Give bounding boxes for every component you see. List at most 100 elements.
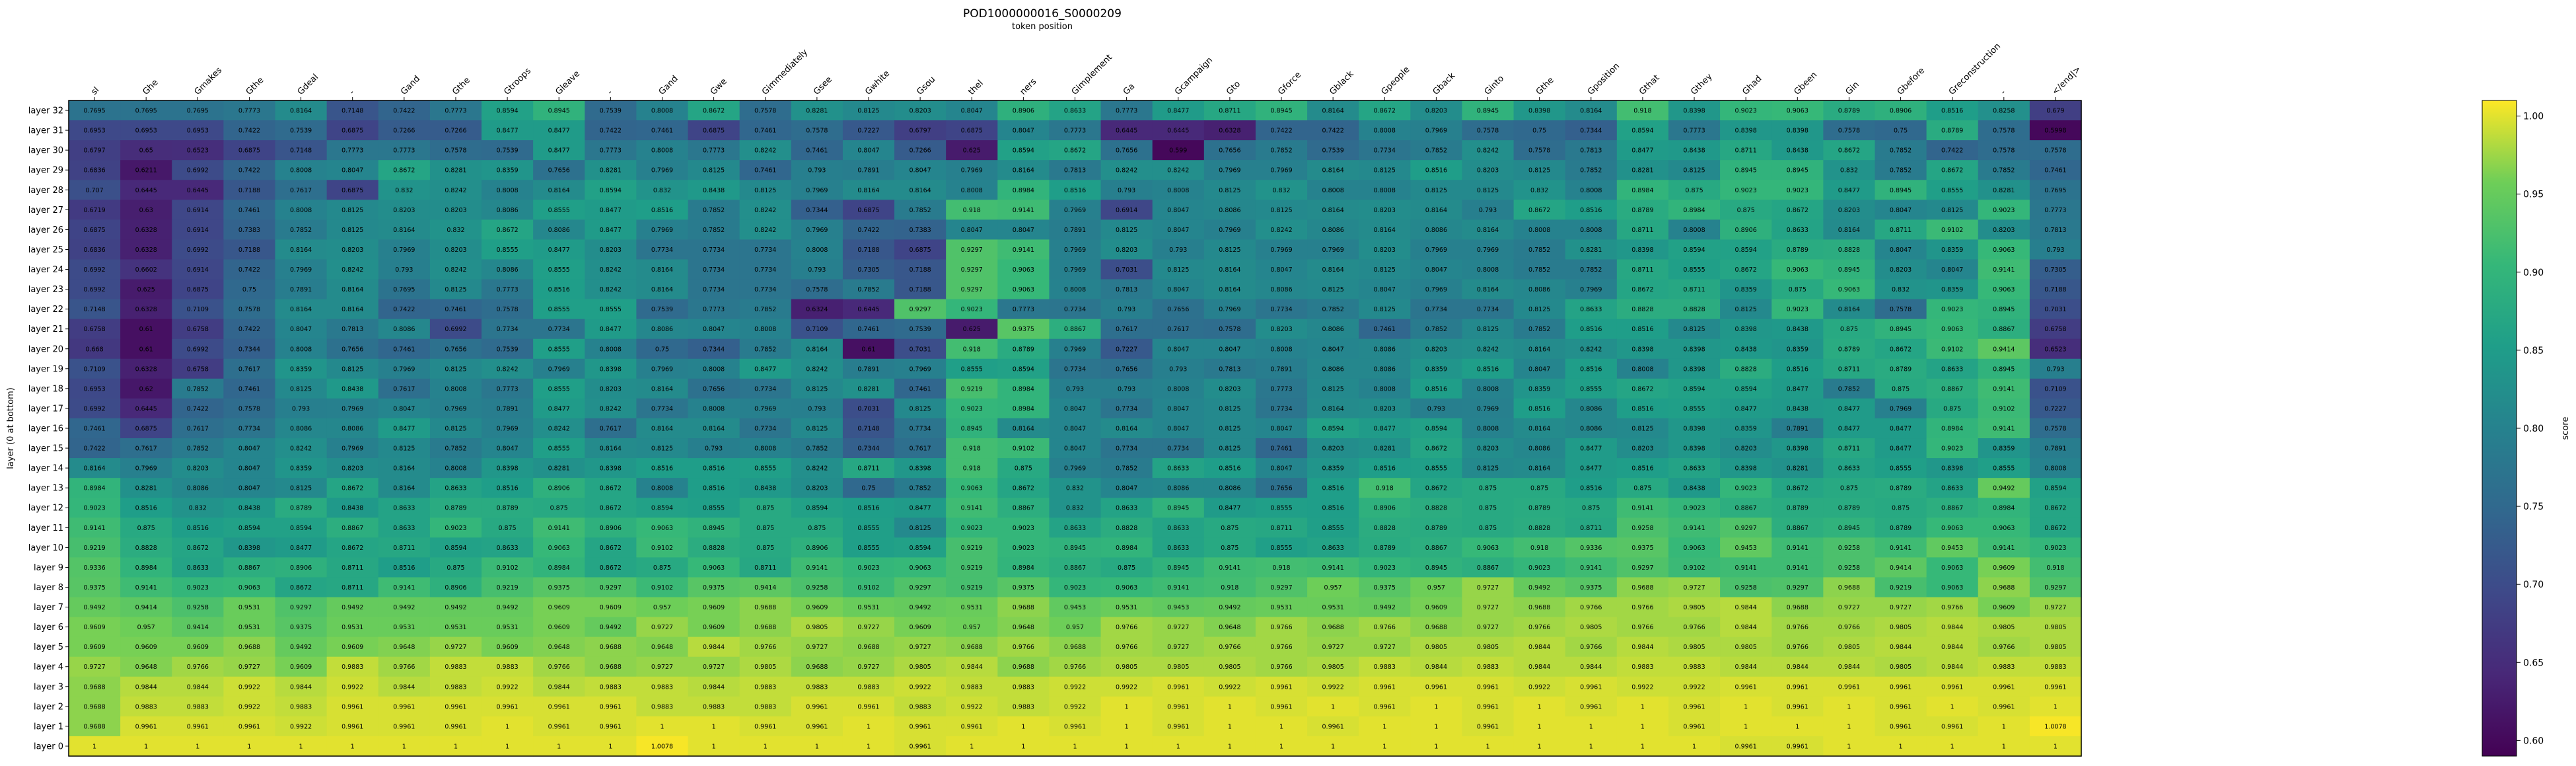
cell-value-label: 0.9414	[187, 624, 209, 631]
cell-value-label: 0.7656	[703, 385, 725, 393]
heatmap-cell	[1359, 140, 1411, 161]
cell-value-label: 0.8711	[1219, 108, 1240, 115]
heatmap-cell	[429, 498, 482, 518]
heatmap-cell	[1203, 160, 1256, 180]
cell-value-label: 0.9609	[1425, 604, 1447, 611]
heatmap-cell	[1152, 120, 1205, 141]
cell-value-label: 0.8984	[548, 564, 570, 572]
heatmap-cell	[1359, 418, 1411, 439]
heatmap-cell	[1307, 438, 1359, 459]
cell-value-label: 0.7734	[651, 247, 673, 254]
cell-value-label: 0.8516	[703, 465, 725, 473]
heatmap-cell	[1668, 100, 1721, 121]
cell-value-label: 0.8594	[651, 505, 673, 512]
heatmap-cell	[636, 378, 689, 399]
cell-value-label: 0.8242	[754, 227, 776, 234]
cell-value-label: 0.793	[808, 405, 826, 412]
cell-value-label: 0.8672	[1064, 147, 1086, 155]
cell-value-label: 0.8242	[1167, 167, 1189, 174]
cell-value-label: 1	[1125, 723, 1129, 730]
cell-value-label: 0.8125	[341, 207, 363, 214]
heatmap-cell	[1926, 418, 1979, 439]
heatmap-cell	[894, 338, 947, 360]
heatmap-cell	[378, 120, 431, 141]
cell-value-label: 1	[2054, 743, 2057, 750]
cell-value-label: 0.9961	[1374, 683, 1396, 691]
heatmap-cell	[1668, 517, 1721, 538]
cell-value-label: 0.8633	[187, 564, 209, 572]
heatmap-cell	[1462, 160, 1515, 180]
cell-value-label: 0.8047	[496, 445, 518, 453]
heatmap-cell	[482, 517, 534, 538]
heatmap-cell	[636, 259, 689, 280]
cell-value-label: 0.7773	[1683, 128, 1705, 135]
cell-value-label: 0.793	[2046, 365, 2064, 373]
heatmap-cell	[1978, 358, 2030, 379]
cell-value-label: 0.8008	[445, 465, 466, 473]
cell-value-label: 0.9727	[1477, 604, 1499, 611]
cell-value-label: 0.7852	[1322, 306, 1344, 313]
cell-value-label: 0.875	[550, 505, 568, 512]
cell-value-label: 0.8516	[1374, 465, 1396, 473]
heatmap-cell	[1978, 160, 2030, 180]
heatmap-cell	[1513, 299, 1566, 320]
cell-value-label: 0.9023	[187, 584, 209, 592]
cell-value-label: 0.6445	[135, 187, 157, 194]
cell-value-label: 0.8125	[1528, 167, 1550, 174]
cell-value-label: 0.793	[1169, 365, 1187, 373]
cell-value-label: 0.8945	[1167, 564, 1189, 572]
cell-value-label: 0.8672	[1787, 485, 1808, 492]
cell-value-label: 0.9375	[703, 584, 725, 592]
cell-value-label: 0.7852	[1528, 266, 1550, 274]
heatmap-cell	[842, 279, 895, 300]
cell-value-label: 0.7813	[341, 326, 363, 333]
heatmap-cell	[636, 219, 689, 241]
cell-value-label: 0.9727	[1322, 644, 1344, 651]
heatmap-cell	[482, 498, 534, 518]
cell-value-label: 0.8477	[548, 405, 570, 412]
cell-value-label: 0.9766	[1631, 604, 1653, 611]
cell-value-label: 0.8164	[1322, 108, 1344, 115]
cell-value-label: 0.8789	[1425, 525, 1447, 532]
heatmap-cell	[1049, 319, 1102, 340]
heatmap-cell	[1049, 120, 1102, 141]
heatmap-cell	[120, 418, 172, 439]
heatmap-cell	[1410, 537, 1463, 558]
cell-value-label: 0.9063	[1013, 266, 1034, 274]
heatmap-cell	[1875, 120, 1927, 141]
cell-value-label: 0.9688	[238, 644, 260, 651]
heatmap-cell	[2029, 358, 2082, 379]
cell-value-label: 0.9609	[135, 644, 157, 651]
heatmap-cell	[326, 398, 379, 419]
cell-value-label: 1	[1073, 743, 1077, 750]
cell-value-label: 0.8555	[548, 306, 570, 313]
heatmap-cell	[69, 358, 121, 379]
heatmap-cell	[172, 338, 224, 360]
heatmap-cell	[1565, 200, 1618, 220]
cell-value-label: 0.8516	[1631, 465, 1653, 473]
heatmap-cell	[326, 438, 379, 459]
cell-value-label: 1	[1331, 703, 1335, 710]
cell-value-label: 0.61	[139, 346, 153, 353]
heatmap-cell	[1875, 140, 1927, 161]
heatmap-cell	[326, 458, 379, 479]
heatmap-cell	[1668, 259, 1721, 280]
heatmap-cell	[275, 478, 328, 498]
cell-value-label: 0.8516	[548, 286, 570, 293]
cell-value-label: 0.8398	[1787, 128, 1808, 135]
cell-value-label: 0.6914	[187, 207, 209, 214]
cell-value-label: 0.8359	[1735, 286, 1757, 293]
heatmap-cell	[2029, 378, 2082, 399]
heatmap-cell	[1203, 438, 1256, 459]
cell-value-label: 0.75	[1532, 128, 1546, 135]
cell-value-label: 1	[1589, 723, 1593, 730]
cell-value-label: 0.8281	[600, 167, 622, 174]
cell-value-label: 0.8984	[1941, 426, 1963, 433]
heatmap-cell	[1978, 458, 2030, 479]
heatmap-cell	[585, 498, 637, 518]
cell-value-label: 0.9688	[1528, 604, 1550, 611]
cell-value-label: 0.9141	[1735, 564, 1757, 572]
cell-value-label: 0.9844	[961, 664, 983, 671]
cell-value-label: 0.7852	[909, 207, 931, 214]
heatmap-cell	[1823, 239, 1876, 260]
